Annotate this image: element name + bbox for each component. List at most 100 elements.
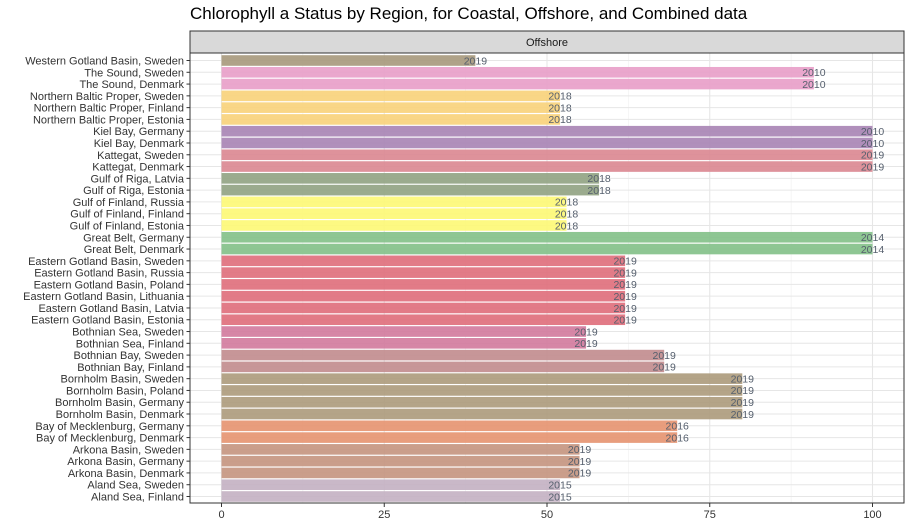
bar: [221, 326, 587, 337]
bar: [221, 455, 580, 467]
bar: [221, 184, 600, 196]
data-label: 2014: [861, 232, 885, 244]
bar: [221, 479, 561, 491]
data-label: 2019: [731, 373, 755, 385]
bar: [221, 102, 561, 113]
y-tick-label: Bornholm Basin, Denmark: [56, 409, 185, 421]
bar: [221, 338, 587, 349]
y-tick-label: Aland Sea, Finland: [91, 492, 184, 504]
bar: [221, 243, 873, 255]
data-label: 2019: [653, 362, 677, 374]
data-label: 2019: [574, 326, 598, 338]
y-tick-label: Northern Baltic Proper, Estonia: [33, 114, 185, 126]
data-label: 2019: [861, 161, 885, 173]
y-tick-label: Eastern Gotland Basin, Sweden: [28, 256, 184, 268]
bar: [221, 385, 743, 396]
data-label: 2019: [613, 279, 637, 291]
y-tick-label: Kattegat, Sweden: [97, 150, 184, 162]
data-label: 2018: [548, 91, 572, 103]
y-tick-label: Kiel Bay, Denmark: [94, 138, 185, 150]
bar: [221, 255, 626, 267]
y-tick-label: Eastern Gotland Basin, Russia: [34, 268, 185, 280]
bar: [221, 420, 678, 432]
bar: [221, 137, 873, 149]
x-axis: 0 25 50 75 100: [218, 503, 882, 521]
bar: [221, 66, 814, 78]
y-tick-label: The Sound, Denmark: [79, 79, 184, 91]
data-label: 2018: [555, 208, 579, 220]
y-tick-label: Bothnian Bay, Finland: [77, 362, 184, 374]
x-tick-label: 50: [541, 509, 553, 521]
bar: [221, 290, 626, 302]
bar: [221, 231, 873, 243]
bar: [221, 55, 476, 66]
y-tick-label: Bornholm Basin, Sweden: [60, 374, 184, 386]
y-tick-label: Bornholm Basin, Germany: [55, 397, 184, 409]
data-label: 2019: [613, 267, 637, 279]
y-tick-label: Gulf of Finland, Finland: [70, 209, 184, 221]
y-tick-label: Bothnian Sea, Sweden: [72, 327, 184, 339]
data-label: 2019: [568, 456, 592, 468]
bar: [221, 161, 873, 172]
y-axis: Western Gotland Basin, Sweden The Sound, …: [23, 56, 190, 504]
y-tick-label: Bay of Mecklenburg, Germany: [35, 421, 184, 433]
bar: [221, 149, 873, 161]
bar: [221, 314, 626, 326]
y-tick-label: Arkona Basin, Germany: [67, 456, 184, 468]
y-tick-label: Kattegat, Denmark: [92, 162, 184, 174]
y-tick-label: Bothnian Sea, Finland: [76, 338, 184, 350]
bar: [221, 432, 678, 443]
y-tick-label: Eastern Gotland Basin, Estonia: [31, 315, 185, 327]
bar: [221, 361, 665, 373]
y-tick-label: Bay of Mecklenburg, Denmark: [36, 433, 184, 445]
data-label: 2019: [613, 303, 637, 315]
y-tick-label: Aland Sea, Sweden: [87, 480, 184, 492]
data-label: 2019: [613, 315, 637, 327]
bar: [221, 173, 600, 184]
data-label: 2010: [802, 67, 826, 79]
y-tick-label: Western Gotland Basin, Sweden: [25, 56, 184, 68]
bar: [221, 267, 626, 278]
y-tick-label: Eastern Gotland Basin, Poland: [34, 279, 184, 291]
data-label: 2018: [555, 197, 579, 209]
data-label: 2014: [861, 244, 885, 256]
data-label: 2018: [587, 173, 611, 185]
bar: [221, 396, 743, 408]
bar: [221, 78, 814, 90]
bar: [221, 302, 626, 314]
data-label: 2019: [731, 409, 755, 421]
data-label: 2019: [861, 150, 885, 162]
y-tick-label: Arkona Basin, Sweden: [73, 444, 184, 456]
y-tick-label: Gulf of Finland, Estonia: [70, 220, 185, 232]
bar: [221, 196, 567, 208]
y-tick-label: Gulf of Riga, Estonia: [83, 185, 185, 197]
y-tick-label: Northern Baltic Proper, Sweden: [30, 91, 184, 103]
bar: [221, 125, 873, 137]
y-tick-label: Bornholm Basin, Poland: [66, 385, 184, 397]
x-tick-label: 25: [378, 509, 390, 521]
data-label: 2018: [548, 102, 572, 114]
bar: [221, 220, 567, 231]
facet-label: Offshore: [526, 37, 568, 49]
y-tick-label: Gulf of Finland, Russia: [73, 197, 185, 209]
data-label: 2019: [731, 385, 755, 397]
data-label: 2018: [548, 114, 572, 126]
y-tick-label: Kiel Bay, Germany: [93, 126, 184, 138]
y-tick-label: Eastern Gotland Basin, Lithuania: [23, 291, 185, 303]
data-label: 2010: [861, 126, 885, 138]
bar-layer: [221, 55, 873, 502]
data-label: 2019: [613, 256, 637, 268]
bar: [221, 349, 665, 361]
data-label: 2019: [568, 444, 592, 456]
bar: [221, 114, 561, 125]
bar: [221, 491, 561, 502]
data-label: 2019: [613, 291, 637, 303]
data-label: 2018: [555, 220, 579, 232]
bar: [221, 90, 561, 102]
bar: [221, 373, 743, 384]
data-label: 2015: [548, 491, 572, 503]
data-label: 2019: [574, 338, 598, 350]
data-label: 2019: [464, 55, 488, 67]
data-label: 2016: [666, 421, 690, 433]
